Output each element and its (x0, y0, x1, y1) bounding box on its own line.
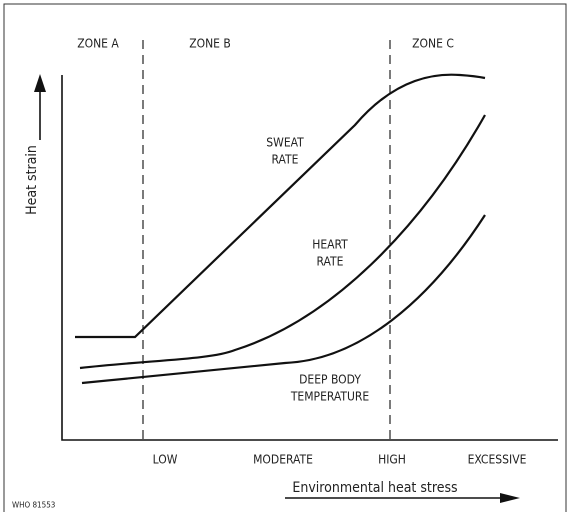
zone-label: ZONE A (77, 37, 119, 51)
curve-label: RATE (272, 153, 299, 167)
x-category: LOW (153, 453, 178, 467)
figure-id: WHO 81553 (12, 501, 55, 510)
x-arrowhead (500, 493, 520, 503)
zone-label: ZONE B (189, 37, 231, 51)
sweat-rate-curve (75, 73, 486, 339)
heart-rate-curve (79, 114, 486, 370)
axes (61, 75, 558, 441)
deep-body-curve (81, 214, 486, 385)
x-category: MODERATE (253, 453, 313, 467)
x-category: EXCESSIVE (468, 453, 527, 467)
curve-label: RATE (317, 255, 344, 269)
x-axis-label: Environmental heat stress (292, 480, 457, 496)
curve-label: SWEAT (266, 136, 304, 150)
curve-label: HEART (312, 238, 348, 252)
y-arrowhead (34, 74, 46, 92)
curve-label: DEEP BODY (299, 373, 361, 387)
zone-label: ZONE C (412, 37, 454, 51)
frame (3, 3, 567, 512)
curve-label: TEMPERATURE (290, 390, 370, 404)
y-axis-label: Heat strain (24, 145, 40, 215)
x-category: HIGH (378, 453, 406, 467)
